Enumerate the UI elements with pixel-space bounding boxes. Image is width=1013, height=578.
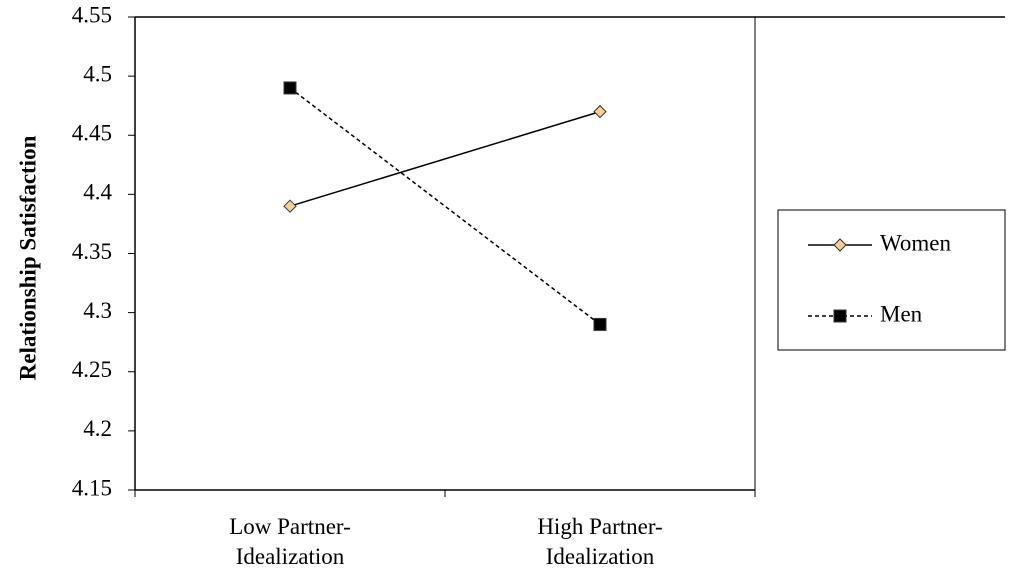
y-tick-label: 4.45 [72,121,112,146]
marker [283,81,297,95]
marker [283,199,297,213]
y-tick-label: 4.25 [72,357,112,382]
y-axis-title: Relationship Satisfaction [15,135,40,380]
y-tick-label: 4.4 [83,180,112,205]
marker [593,317,607,331]
legend [777,209,1006,351]
series-line [289,110,601,207]
legend-label: Women [880,230,951,255]
legend-marker [833,309,847,323]
y-tick-label: 4.5 [83,61,112,86]
series-line [289,87,601,326]
y-tick-label: 4.35 [72,239,112,264]
y-tick-label: 4.3 [83,298,112,323]
y-tick-label: 4.55 [72,2,112,27]
legend-marker [833,238,847,252]
x-tick-label: High Partner-Idealization [537,514,663,569]
y-tick-label: 4.2 [83,416,112,441]
marker [593,104,607,119]
x-tick-label: Low Partner-Idealization [229,514,351,569]
y-tick-label: 4.15 [72,475,112,500]
legend-label: Men [880,301,923,326]
